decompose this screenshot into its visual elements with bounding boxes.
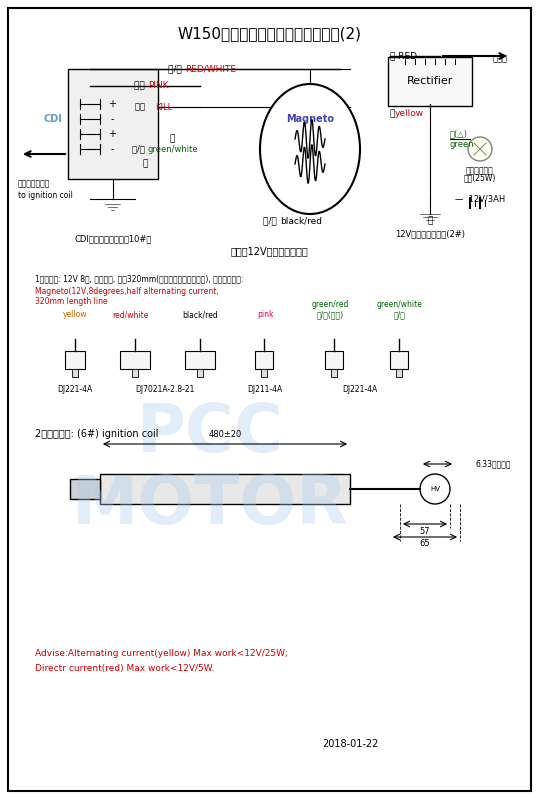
Text: 铅丝: 铅丝 xyxy=(134,81,148,90)
Text: 充电板: 充电板 xyxy=(493,54,508,63)
Text: yellow: yellow xyxy=(395,109,424,118)
Circle shape xyxy=(468,137,492,161)
Text: pink: pink xyxy=(257,310,273,319)
Bar xyxy=(185,351,215,369)
Text: PINK: PINK xyxy=(148,81,169,90)
Text: Rectifier: Rectifier xyxy=(407,76,453,86)
Text: 320mm length line: 320mm length line xyxy=(35,297,108,307)
Bar xyxy=(72,369,78,377)
Text: HV: HV xyxy=(430,486,440,492)
Text: +: + xyxy=(108,99,116,109)
Text: —  12V/3AH: — 12V/3AH xyxy=(455,194,505,204)
Text: PCC
MOTOR: PCC MOTOR xyxy=(72,400,348,538)
Text: +: + xyxy=(108,129,116,139)
Text: 2018-01-22: 2018-01-22 xyxy=(322,739,378,749)
Text: green/red
绿/红(且板): green/red 绿/红(且板) xyxy=(312,300,349,319)
Bar xyxy=(70,479,100,499)
Text: Magneto(12V,8degrees,half alternating current,: Magneto(12V,8degrees,half alternating cu… xyxy=(35,288,219,296)
Bar xyxy=(132,369,138,377)
Text: DJ221-4A: DJ221-4A xyxy=(342,384,378,393)
FancyBboxPatch shape xyxy=(388,57,472,106)
Text: green/white: green/white xyxy=(148,145,199,153)
Text: DJ221-4A: DJ221-4A xyxy=(57,384,93,393)
Ellipse shape xyxy=(260,84,360,214)
Text: DJ211-4A: DJ211-4A xyxy=(247,384,282,393)
Bar xyxy=(325,351,343,369)
Text: RED/WHITE: RED/WHITE xyxy=(185,65,236,74)
Bar xyxy=(120,351,150,369)
Text: -: - xyxy=(110,144,114,154)
Text: 地: 地 xyxy=(143,160,148,169)
Text: 灯额(25W): 灯额(25W) xyxy=(464,173,496,182)
Text: CDI: CDI xyxy=(43,114,62,124)
Text: 480±20: 480±20 xyxy=(209,430,241,439)
Text: red/white: red/white xyxy=(112,310,148,319)
Bar xyxy=(65,351,85,369)
Text: DJ7021A-2.8-21: DJ7021A-2.8-21 xyxy=(135,384,195,393)
Text: Advise:Alternating current(yellow) Max work<12V/25W;: Advise:Alternating current(yellow) Max w… xyxy=(35,650,288,658)
Text: black/red: black/red xyxy=(280,217,322,225)
Bar xyxy=(331,369,337,377)
Text: yellow: yellow xyxy=(63,310,87,319)
Text: Directr current(red) Max work<12V/5W.: Directr current(red) Max work<12V/5W. xyxy=(35,663,215,673)
Text: 6.33弹簧插片: 6.33弹簧插片 xyxy=(475,459,510,468)
Text: W150运动版油冷发动机电气原理图(2): W150运动版油冷发动机电气原理图(2) xyxy=(177,26,361,42)
Text: Magneto: Magneto xyxy=(286,114,334,124)
Bar xyxy=(390,351,408,369)
Text: 到点火线圈初级
to ignition coil: 到点火线圈初级 to ignition coil xyxy=(18,179,73,200)
Text: 绿(△)
green: 绿(△) green xyxy=(450,129,475,149)
Text: 12V半波调压整流器(2#): 12V半波调压整流器(2#) xyxy=(395,229,465,238)
Bar xyxy=(255,351,273,369)
Text: KILL: KILL xyxy=(155,102,172,112)
Text: 地: 地 xyxy=(427,217,433,225)
Bar xyxy=(100,474,350,504)
Text: -: - xyxy=(110,114,114,124)
Text: 大灯导光灯泡: 大灯导光灯泡 xyxy=(466,166,494,176)
Text: 地: 地 xyxy=(170,134,175,144)
Text: 65: 65 xyxy=(420,539,430,548)
Bar xyxy=(396,369,402,377)
Bar xyxy=(68,69,158,179)
Circle shape xyxy=(420,474,450,504)
Text: 黄: 黄 xyxy=(390,109,395,118)
Text: 2、点火线圈: (6#) ignition coil: 2、点火线圈: (6#) ignition coil xyxy=(35,429,158,439)
Text: black/red: black/red xyxy=(182,310,218,319)
Text: CDI数字晶体点火器（10#）: CDI数字晶体点火器（10#） xyxy=(74,234,151,244)
Text: 单相极12V半波交流磁电机: 单相极12V半波交流磁电机 xyxy=(230,246,308,256)
Text: 黑/红: 黑/红 xyxy=(264,217,280,225)
Text: 57: 57 xyxy=(420,527,430,535)
Text: 红/白: 红/白 xyxy=(168,65,185,74)
Text: 熄火: 熄火 xyxy=(135,102,148,112)
Text: green/white
绿/白: green/white 绿/白 xyxy=(377,300,423,319)
Text: 红 RED: 红 RED xyxy=(390,51,417,61)
Text: 1、线束是: 12V 8极, 半波交流, 线长320mm(关于绝缘封进线端部前), 结线状态如图:: 1、线束是: 12V 8极, 半波交流, 线长320mm(关于绝缘封进线端部前)… xyxy=(35,275,244,284)
Bar xyxy=(261,369,267,377)
Text: 绿/白: 绿/白 xyxy=(133,145,148,153)
Bar xyxy=(197,369,203,377)
